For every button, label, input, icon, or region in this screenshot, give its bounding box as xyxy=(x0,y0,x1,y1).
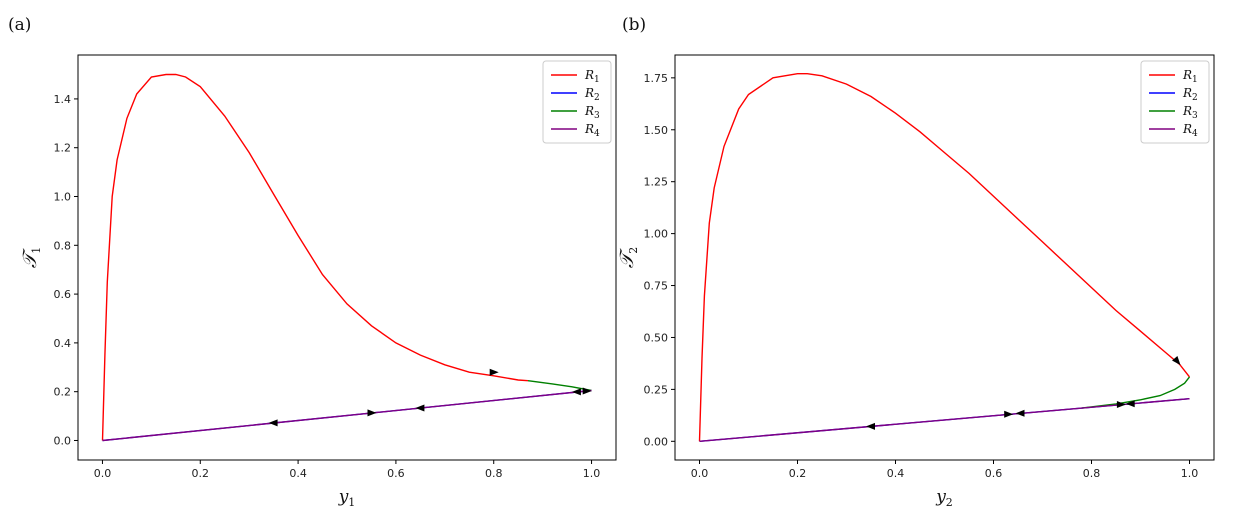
series-line-r1 xyxy=(698,72,1191,442)
x-tick-label: 0.0 xyxy=(691,467,709,480)
y-tick-label: 1.25 xyxy=(644,176,669,189)
x-axis-label: y2 xyxy=(935,487,953,509)
direction-arrow xyxy=(1015,409,1025,417)
y-tick-label: 1.0 xyxy=(54,191,72,204)
x-tick-label: 0.4 xyxy=(289,467,307,480)
direction-arrow xyxy=(1172,355,1181,366)
series-line-r1 xyxy=(101,73,529,441)
plot-frame xyxy=(674,54,1215,461)
y-tick-label: 0.50 xyxy=(644,331,669,344)
y-axis-label: 𝒯1 xyxy=(19,247,43,269)
y-tick-label: 1.00 xyxy=(644,228,669,241)
x-axis-label-subscript: 2 xyxy=(946,496,953,509)
direction-arrow xyxy=(1116,401,1126,408)
legend-label-subscript: 3 xyxy=(1192,111,1198,121)
legend-label-subscript: 2 xyxy=(594,93,600,103)
legend-label-subscript: 2 xyxy=(1192,93,1198,103)
x-tick-label: 0.4 xyxy=(887,467,905,480)
direction-arrow xyxy=(866,422,875,430)
y-tick-label: 0.8 xyxy=(54,239,72,252)
chart-panel-1: (a) 0.0 0.2 0.4 0.6 0.8 1.0 0.0 0.2 0.4 0.6 0.8 1.0 1… xyxy=(8,15,617,509)
legend-box xyxy=(1140,60,1210,144)
x-tick-label: 0.6 xyxy=(985,467,1003,480)
x-tick-label: 0.2 xyxy=(789,467,807,480)
x-tick-label: 1.0 xyxy=(1181,467,1199,480)
series-line-r3 xyxy=(1081,376,1191,409)
y-tick-label: 1.75 xyxy=(644,72,669,85)
series-line-r4 xyxy=(102,389,592,442)
y-tick-label: 0.2 xyxy=(54,386,72,399)
x-axis-label-subscript: 1 xyxy=(348,496,355,509)
x-axis-label: y1 xyxy=(338,487,356,509)
y-axis-label-subscript: 1 xyxy=(30,247,43,254)
direction-arrow xyxy=(367,409,377,417)
x-tick-label: 0.8 xyxy=(1083,467,1101,480)
direction-arrow xyxy=(1125,400,1135,408)
panel-label: (a) xyxy=(8,15,31,35)
y-tick-label: 0.25 xyxy=(644,383,669,396)
legend-label-subscript: 1 xyxy=(594,75,600,85)
series-line-r3 xyxy=(527,380,592,392)
x-tick-label: 0.0 xyxy=(94,467,112,480)
direction-arrow xyxy=(268,419,278,427)
y-tick-label: 0.6 xyxy=(54,288,72,301)
y-axis-label-subscript: 2 xyxy=(627,247,640,254)
x-tick-label: 0.8 xyxy=(485,467,503,480)
direction-arrow xyxy=(571,388,581,396)
y-tick-label: 0.0 xyxy=(54,434,72,447)
chart-panel-2: (b) 0.0 0.2 0.4 0.6 0.8 1.0 0.00 0.25 0.50 0.75 1.0… xyxy=(616,15,1215,509)
legend-box xyxy=(542,60,612,144)
x-tick-label: 1.0 xyxy=(583,467,601,480)
legend-label-subscript: 4 xyxy=(594,129,600,139)
y-axis-label: 𝒯2 xyxy=(616,247,640,269)
direction-arrow xyxy=(489,368,499,376)
y-tick-label: 1.50 xyxy=(644,124,669,137)
series-line-r4 xyxy=(699,398,1190,442)
direction-arrow xyxy=(415,404,425,412)
plot-frame xyxy=(77,54,617,461)
x-tick-label: 0.6 xyxy=(387,467,405,480)
y-tick-label: 0.75 xyxy=(644,280,669,293)
y-tick-label: 1.2 xyxy=(54,142,72,155)
legend-label-subscript: 1 xyxy=(1192,75,1198,85)
y-tick-label: 0.00 xyxy=(644,435,669,448)
direction-arrow xyxy=(582,387,592,395)
direction-arrow xyxy=(1004,410,1014,418)
panel-label: (b) xyxy=(622,15,646,35)
y-tick-label: 1.4 xyxy=(54,93,72,106)
legend-label-subscript: 3 xyxy=(594,111,600,121)
y-tick-label: 0.4 xyxy=(54,337,72,350)
x-tick-label: 0.2 xyxy=(192,467,210,480)
legend-label-subscript: 4 xyxy=(1192,129,1198,139)
